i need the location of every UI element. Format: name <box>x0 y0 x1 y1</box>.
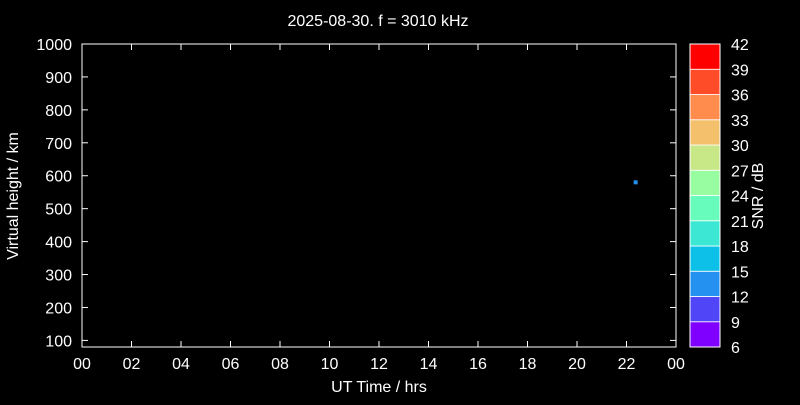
colorbar-tick-label: 36 <box>731 88 749 105</box>
colorbar-frame <box>689 43 721 348</box>
colorbar-bin <box>689 296 721 323</box>
x-tick-label: 02 <box>123 356 141 373</box>
x-tick-label: 12 <box>370 356 388 373</box>
colorbar-bin <box>689 169 721 196</box>
y-tick-label: 900 <box>45 70 72 87</box>
colorbar-tick-label: 27 <box>731 163 749 180</box>
colorbar-tick-label: 33 <box>731 113 749 130</box>
y-axis-label: Virtual height / km <box>5 132 22 260</box>
colorbar-tick-label: 15 <box>731 264 749 281</box>
colorbar-bin <box>689 94 721 121</box>
y-tick-label: 600 <box>45 169 72 186</box>
chart-title: 2025-08-30. f = 3010 kHz <box>287 13 468 30</box>
x-tick-label: 20 <box>568 356 586 373</box>
x-tick-label: 00 <box>73 356 91 373</box>
y-tick-label: 1000 <box>36 37 72 54</box>
colorbar-bin <box>689 43 721 70</box>
colorbar-tick-label: 18 <box>731 239 749 256</box>
colorbar-bin <box>689 245 721 272</box>
x-tick-label: 08 <box>271 356 289 373</box>
y-tick-label: 300 <box>45 268 72 285</box>
colorbar-bin <box>689 321 721 348</box>
y-tick-label: 100 <box>45 333 72 350</box>
colorbar-bin <box>689 144 721 171</box>
colorbar-bin <box>689 220 721 247</box>
x-tick-label: 10 <box>321 356 339 373</box>
y-tick-label: 200 <box>45 300 72 317</box>
colorbar-bin <box>689 270 721 297</box>
colorbar-tick-label: 21 <box>731 214 749 231</box>
colorbar-bin <box>689 195 721 222</box>
colorbar-tick-label: 39 <box>731 62 749 79</box>
x-tick-label: 16 <box>469 356 487 373</box>
plot-frame <box>81 43 677 348</box>
colorbar-tick-label: 12 <box>731 290 749 307</box>
x-tick-label: 22 <box>618 356 636 373</box>
colorbar-tick-label: 9 <box>731 315 740 332</box>
y-tick-label: 500 <box>45 202 72 219</box>
colorbar-bin <box>689 68 721 95</box>
x-tick-label: 04 <box>172 356 190 373</box>
colorbar-tick-label: 30 <box>731 138 749 155</box>
colorbar-tick-label: 42 <box>731 37 749 54</box>
colorbar-bin <box>689 119 721 146</box>
y-tick-label: 700 <box>45 136 72 153</box>
colorbar-tick-label: 24 <box>731 189 749 206</box>
x-axis-label: UT Time / hrs <box>331 379 427 396</box>
data-point <box>633 180 638 185</box>
colorbar-tick-label: 6 <box>731 340 740 357</box>
y-tick-label: 400 <box>45 235 72 252</box>
colorbar-label: SNR / dB <box>750 163 767 230</box>
x-tick-label: 18 <box>519 356 537 373</box>
x-tick-label: 06 <box>222 356 240 373</box>
x-tick-label: 00 <box>667 356 685 373</box>
x-tick-label: 14 <box>420 356 438 373</box>
y-tick-label: 800 <box>45 103 72 120</box>
